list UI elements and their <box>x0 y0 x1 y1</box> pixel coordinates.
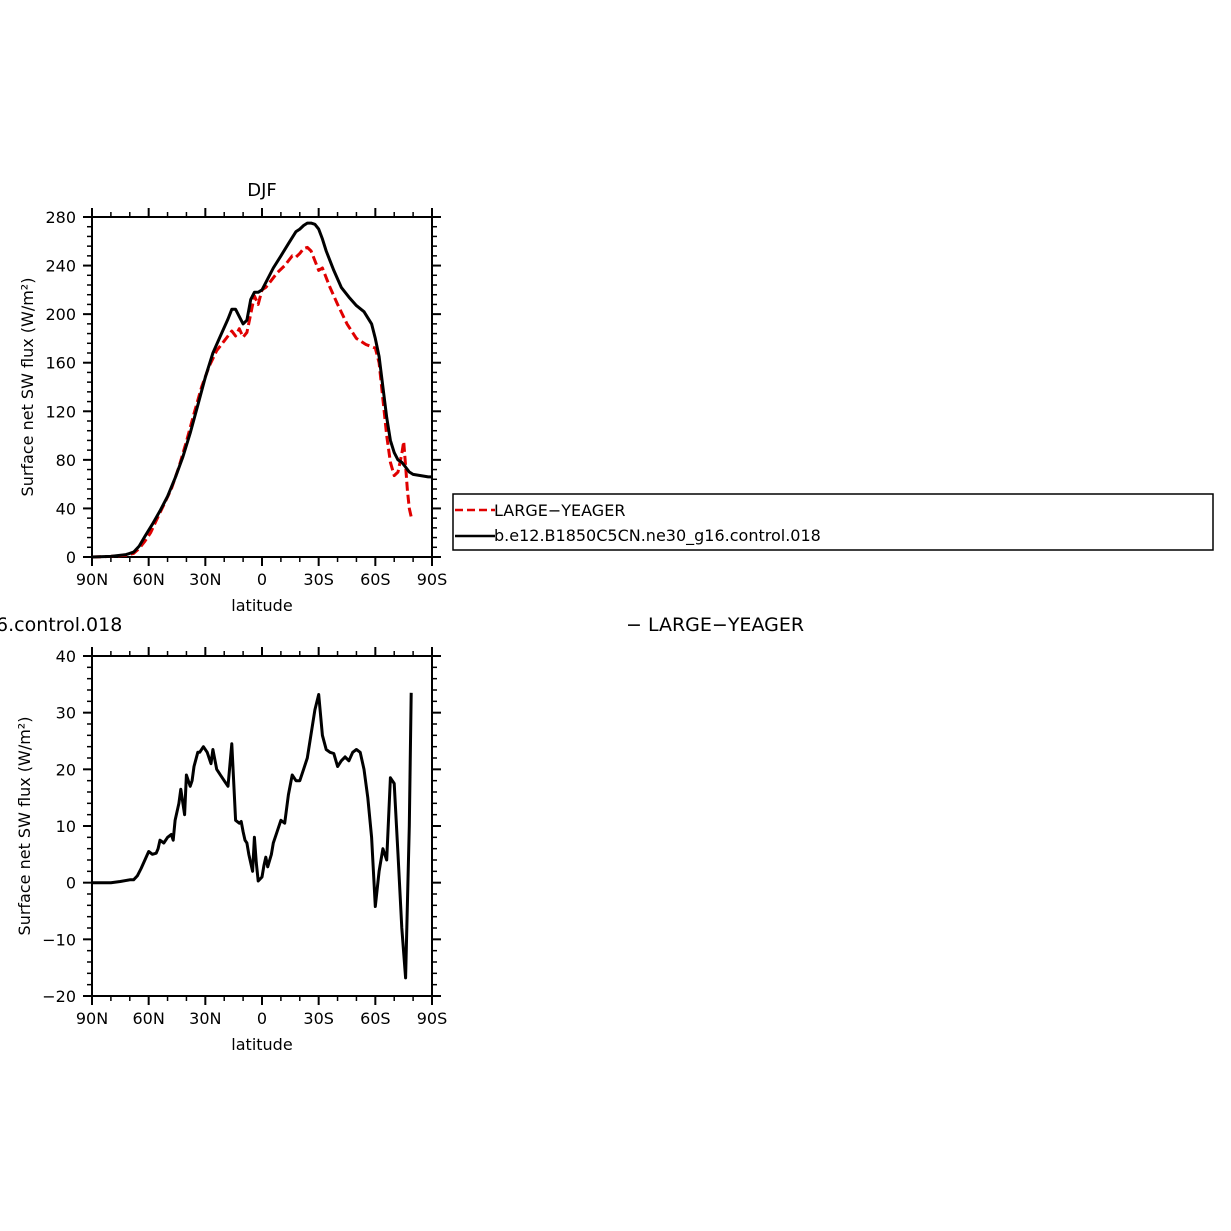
top-series-line-1 <box>91 221 432 559</box>
top-y-tick-label: 240 <box>45 257 76 276</box>
top-x-tick-label: 90N <box>76 570 108 589</box>
top-series-line-0 <box>91 245 413 559</box>
top-y-axis-label: Surface net SW flux (W/m²) <box>18 278 37 497</box>
legend-label-control: b.e12.B1850C5CN.ne30_g16.control.018 <box>494 526 821 546</box>
bottom-y-tick-label: 40 <box>56 647 76 666</box>
top-x-tick-label: 90S <box>417 570 448 589</box>
bottom-x-axis-label: latitude <box>231 1035 292 1054</box>
bottom-x-tick-label: 30S <box>303 1009 334 1028</box>
bottom-x-tick-label: 90S <box>417 1009 448 1028</box>
top-y-tick-label: 160 <box>45 354 76 373</box>
top-x-tick-label: 60N <box>133 570 165 589</box>
top-y-tick-label: 200 <box>45 305 76 324</box>
bottom-plot-frame <box>91 655 433 997</box>
bottom-y-tick-label: −10 <box>42 930 76 949</box>
top-y-tick-label: 40 <box>56 499 76 518</box>
bottom-series-group <box>92 692 413 980</box>
bottom-x-tick-label: 60N <box>133 1009 165 1028</box>
bottom-y-tick-label: 30 <box>56 704 76 723</box>
bottom-y-axis-label: Surface net SW flux (W/m²) <box>15 717 34 936</box>
top-x-tick-label: 30N <box>189 570 221 589</box>
bottom-y-tick-label: −20 <box>42 987 76 1006</box>
top-x-axis-label: latitude <box>231 596 292 615</box>
top-y-tick-label: 120 <box>45 402 76 421</box>
bottom-y-tick-label: 0 <box>66 874 76 893</box>
bottom-panel-title-right: − LARGE−YEAGER <box>626 614 804 636</box>
top-y-tick-label: 280 <box>45 208 76 227</box>
top-y-tick-label: 0 <box>66 548 76 567</box>
bottom-series-line-0 <box>92 692 413 980</box>
bottom-x-tick-label: 0 <box>257 1009 267 1028</box>
top-y-tick-label: 80 <box>56 451 76 470</box>
legend: LARGE−YEAGER b.e12.B1850C5CN.ne30_g16.co… <box>452 493 1214 551</box>
bottom-x-tick-label: 60S <box>360 1009 391 1028</box>
legend-box <box>452 493 1214 551</box>
bottom-axis-ticks: 90N 60N 30N 0 30S 60S 90S −20 −10 0 10 20 30 40 <box>42 647 447 1028</box>
top-panel-title: DJF <box>247 180 277 201</box>
bottom-x-tick-label: 30N <box>189 1009 221 1028</box>
legend-label-large-yeager: LARGE−YEAGER <box>494 501 625 520</box>
bottom-panel: 6.control.018 − LARGE−YEAGER 90N 60N 30N 0 3… <box>0 614 804 1054</box>
top-axis-ticks: 90N 60N 30N 0 30S 60S 90S 0 40 80 120 160 200 240 280 <box>45 208 447 589</box>
top-x-tick-label: 60S <box>360 570 391 589</box>
bottom-y-tick-label: 10 <box>56 817 76 836</box>
bottom-panel-title-left: 6.control.018 <box>0 614 122 636</box>
top-x-tick-label: 0 <box>257 570 267 589</box>
top-panel: DJF 90N 60N 30N 0 30S 60S 90S 0 40 80 120 160 200 240… <box>18 180 447 615</box>
bottom-x-tick-label: 90N <box>76 1009 108 1028</box>
top-x-tick-label: 30S <box>303 570 334 589</box>
top-series-group <box>91 221 432 559</box>
bottom-y-tick-label: 20 <box>56 760 76 779</box>
